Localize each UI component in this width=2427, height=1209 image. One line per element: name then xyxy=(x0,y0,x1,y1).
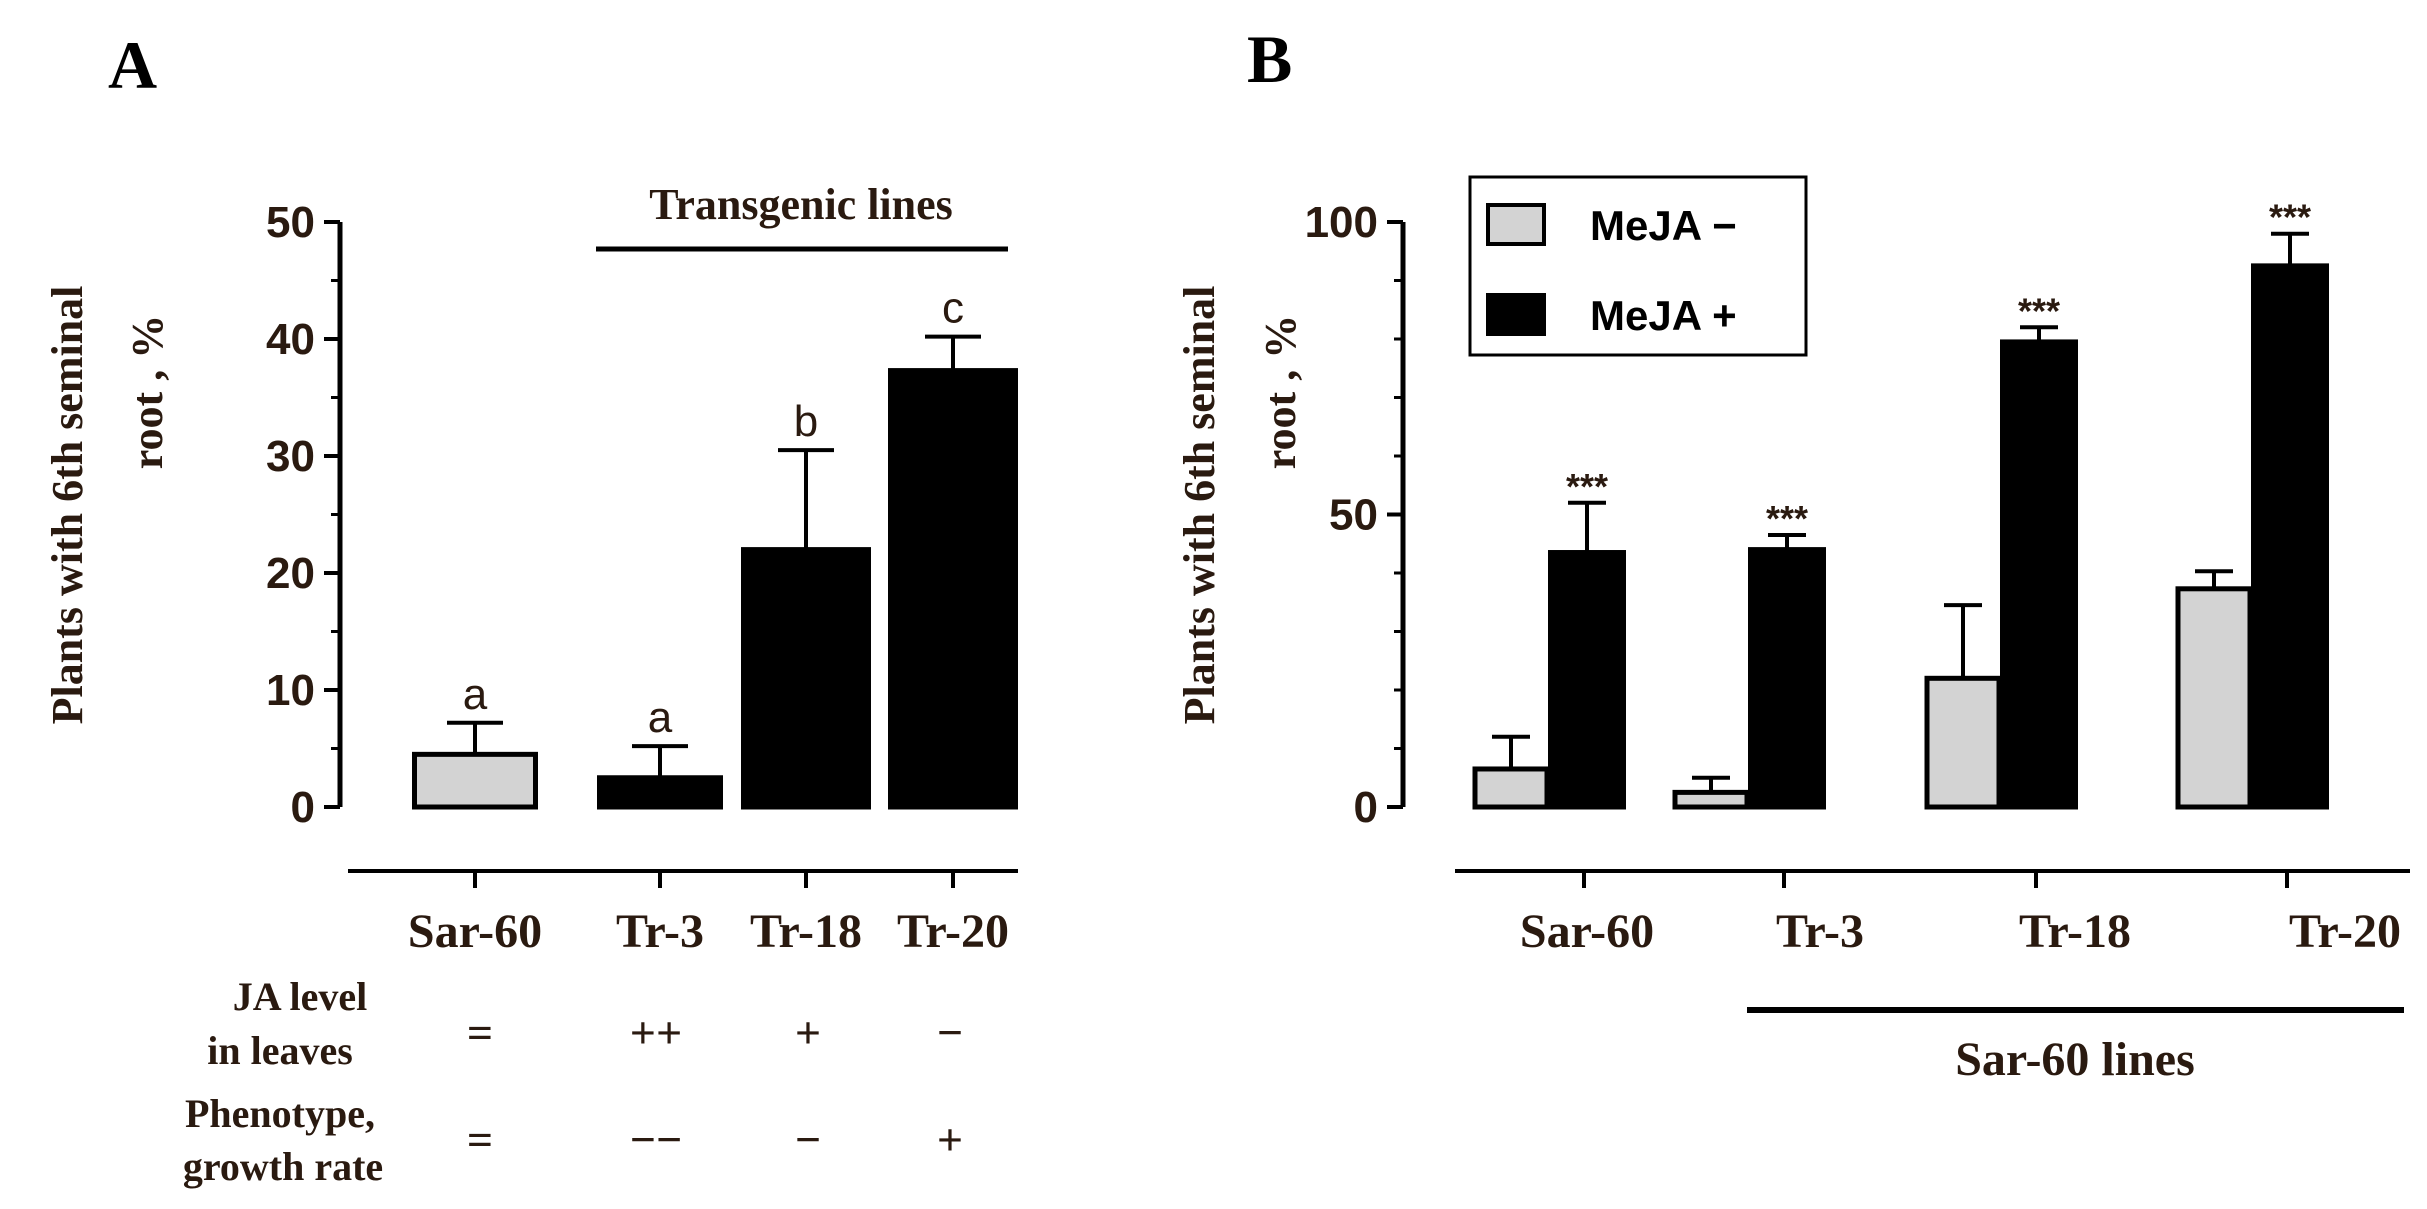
panel-a-significance-letter: b xyxy=(794,397,818,446)
panel-a-ytick-label: 20 xyxy=(266,549,315,598)
panel-b-x-ticks: Sar-60 Tr-3 Tr-18 Tr-20 xyxy=(1520,871,2401,958)
panel-b-label: B xyxy=(1247,21,1292,97)
panel-a-row-value: = xyxy=(467,1114,493,1165)
panel-b-bar-plus-tr-20 xyxy=(2251,263,2329,810)
panel-b-significance-stars: *** xyxy=(2269,197,2311,238)
panel-b-significance-stars: *** xyxy=(1566,466,1608,507)
panel-a-significance-letter: a xyxy=(648,693,673,742)
panel-b-y-axis: 0 50 100 xyxy=(1305,198,1406,832)
panel-b-ylabel-line2: root , % xyxy=(1256,315,1305,469)
panel-b-category-label: Tr-18 xyxy=(2019,905,2131,958)
panel-a-row-value: + xyxy=(795,1007,821,1058)
panel-a-row-value: ++ xyxy=(630,1007,682,1058)
panel-a-row-value: − xyxy=(937,1007,963,1058)
panel-a-row-value: = xyxy=(467,1007,493,1058)
legend-swatch-meja-minus xyxy=(1486,203,1546,246)
panel-a-significance-letter: a xyxy=(463,670,488,719)
row-phenotype-label-line2: growth rate xyxy=(183,1144,383,1189)
panel-b-bar-plus-sar-60 xyxy=(1548,550,1626,810)
legend-label-meja-plus: MeJA + xyxy=(1590,292,1737,339)
panel-b-bar-plus-tr-3 xyxy=(1748,547,1826,810)
panel-a-category-label: Tr-20 xyxy=(897,905,1009,958)
panel-a-ytick-label: 40 xyxy=(266,315,315,364)
panel-a-ytick-label: 30 xyxy=(266,432,315,481)
panel-b-category-label: Tr-3 xyxy=(1776,905,1864,958)
panel-a-bar-sar-60 xyxy=(412,751,538,810)
panel-a-x-ticks: Sar-60 Tr-3 Tr-18 Tr-20 xyxy=(408,871,1009,958)
panel-a-bars: a a b c xyxy=(412,284,1018,810)
panel-a-ylabel-line1: Plants with 6th seminal xyxy=(43,286,92,725)
panel-b-significance-stars: *** xyxy=(2018,290,2060,331)
panel-a-ytick-label: 0 xyxy=(291,783,315,832)
panel-b-ytick-label: 100 xyxy=(1305,198,1378,247)
panel-a-category-label: Sar-60 xyxy=(408,905,542,958)
panel-b-bars: *** *** *** *** xyxy=(1472,197,2329,810)
panel-b-ytick-label: 0 xyxy=(1354,783,1378,832)
panel-a-significance-letter: c xyxy=(942,284,964,333)
panel-a-ytick-label: 10 xyxy=(266,666,315,715)
panel-b-ytick-label: 50 xyxy=(1329,491,1378,540)
panel-b-bar-minus-tr-18 xyxy=(1924,675,2002,810)
panel-b-bar-plus-tr-18 xyxy=(2000,339,2078,810)
panel-b-category-label: Tr-20 xyxy=(2289,905,2401,958)
panel-a: A Plants with 6th seminal root , % 0 10 20… xyxy=(43,27,1018,1189)
panel-a-row-value: −− xyxy=(630,1114,682,1165)
row-phenotype-label-line1: Phenotype, xyxy=(185,1091,375,1136)
panel-b-bar-minus-tr-3 xyxy=(1672,789,1750,810)
panel-b-legend: MeJA − MeJA + xyxy=(1468,175,1808,357)
row-ja-label-line1: JA level xyxy=(233,974,367,1019)
panel-b-bar-minus-sar-60 xyxy=(1472,766,1550,810)
panel-a-ytick-label: 50 xyxy=(266,198,315,247)
legend-label-meja-minus: MeJA − xyxy=(1590,202,1737,249)
panel-b-ylabel-line1: Plants with 6th seminal xyxy=(1175,286,1224,725)
panel-a-label: A xyxy=(108,27,157,103)
row-ja-label-line2: in leaves xyxy=(207,1028,353,1073)
panel-b: B Plants with 6th seminal root , % 0 50 10… xyxy=(1175,21,2410,1086)
panel-b-category-label: Sar-60 xyxy=(1520,905,1654,958)
panel-a-bar-tr-3 xyxy=(597,775,723,810)
panel-a-row-value: + xyxy=(937,1114,963,1165)
panel-a-category-label: Tr-18 xyxy=(750,905,862,958)
legend-swatch-meja-plus xyxy=(1486,293,1546,336)
panel-a-bar-tr-18 xyxy=(741,547,871,810)
panel-b-significance-stars: *** xyxy=(1766,498,1808,539)
panel-a-group-label: Transgenic lines xyxy=(649,180,953,229)
panel-a-row-values: ==++−−+−−+ xyxy=(467,1007,963,1165)
panel-a-bar-tr-20 xyxy=(888,368,1018,810)
panel-a-ylabel-line2: root , % xyxy=(123,315,172,469)
panel-b-group-label: Sar-60 lines xyxy=(1955,1033,2195,1086)
panel-a-category-label: Tr-3 xyxy=(616,905,704,958)
panel-a-y-axis: 0 10 20 30 40 50 xyxy=(266,198,343,832)
panel-b-bar-minus-tr-20 xyxy=(2175,586,2253,810)
panel-a-row-value: − xyxy=(795,1114,821,1165)
